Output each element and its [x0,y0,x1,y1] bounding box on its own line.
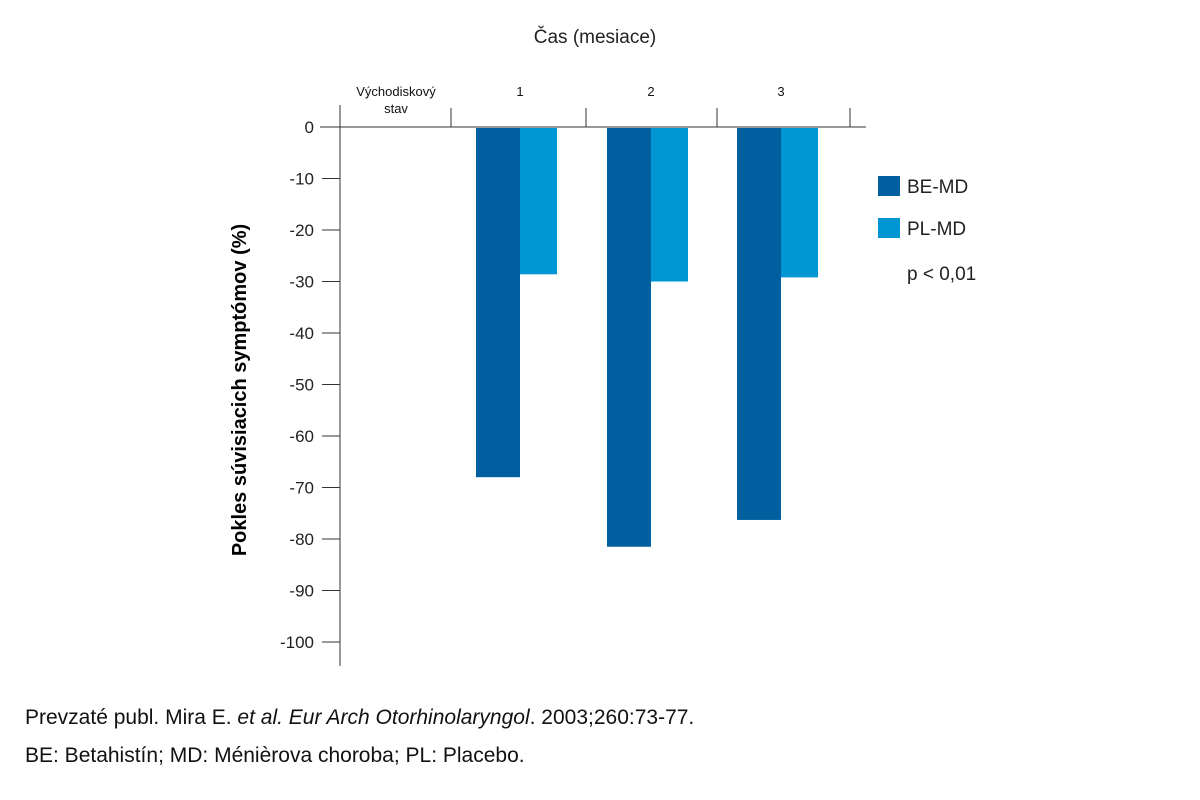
y-tick-label: -10 [289,170,314,189]
x-category-label: 3 [777,84,784,99]
abbreviations-footnote: BE: Betahistín; MD: Ménièrova choroba; P… [25,744,525,767]
x-category-label: 2 [647,84,654,99]
y-tick-label: -40 [289,324,314,343]
p-value-annotation: p < 0,01 [907,264,976,285]
legend-swatch-be-md [878,176,900,196]
y-tick-label: 0 [305,118,314,137]
bar-be-md-3 [737,128,781,520]
source-footnote: Prevzaté publ. Mira E. et al. Eur Arch O… [25,706,694,730]
x-category-label: 1 [516,84,523,99]
source-year: . 2003;260:73-77. [529,706,695,729]
bar-chart: Čas (mesiace) 0 -10 -20 -30 -40 -50 -60 -70 -80 -9… [229,26,976,666]
y-tick-label: -50 [289,376,314,395]
y-tick-label: -100 [280,633,314,652]
legend-swatch-pl-md [878,218,900,238]
x-category-label: stav [384,101,408,116]
bar-pl-md-3 [781,128,818,278]
legend-label-pl-md: PL-MD [907,219,966,240]
y-tick-label: -60 [289,427,314,446]
y-tick-label: -70 [289,479,314,498]
y-tick-label: -80 [289,530,314,549]
source-text: Prevzaté publ. Mira E. [25,706,238,729]
y-tick-label: -30 [289,273,314,292]
legend-label-be-md: BE-MD [907,177,968,198]
bar-be-md-2 [607,128,651,547]
y-axis-title: Pokles súvisiacich symptómov (%) [229,224,251,556]
x-category-label: Východiskový [356,84,436,99]
y-tick-label: -20 [289,221,314,240]
y-tick-label: -90 [289,582,314,601]
bar-pl-md-2 [651,128,688,282]
x-axis-title: Čas (mesiace) [534,26,656,48]
bar-be-md-1 [476,128,520,478]
bar-pl-md-1 [520,128,557,275]
source-journal: et al. Eur Arch Otorhinolaryngol [237,706,530,729]
